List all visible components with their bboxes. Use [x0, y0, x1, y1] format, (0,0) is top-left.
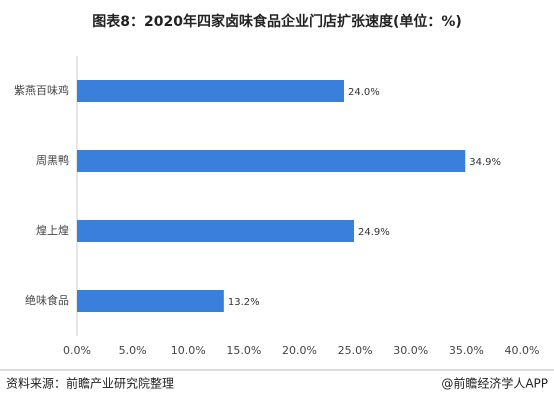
x-tick-label: 40.0% — [505, 344, 540, 357]
y-tick-label: 紫燕百味鸡 — [14, 83, 69, 97]
x-tick-label: 20.0% — [282, 344, 317, 357]
x-tick-label: 35.0% — [449, 344, 484, 357]
value-label: 13.2% — [228, 297, 260, 308]
x-tick-label: 25.0% — [338, 344, 373, 357]
y-tick-label: 绝味食品 — [25, 293, 69, 307]
x-tick-label: 30.0% — [393, 344, 428, 357]
value-label: 34.9% — [469, 157, 501, 168]
x-tick-label: 0.0% — [63, 344, 91, 357]
bar — [77, 220, 355, 242]
chart-title: 图表8：2020年四家卤味食品企业门店扩张速度(单位：%) — [92, 13, 462, 30]
bar — [77, 80, 344, 102]
value-label: 24.9% — [358, 227, 390, 238]
value-label: 24.0% — [348, 87, 380, 98]
bar — [77, 150, 466, 172]
x-tick-label: 5.0% — [119, 344, 147, 357]
x-tick-label: 10.0% — [171, 344, 206, 357]
x-tick-label: 15.0% — [226, 344, 261, 357]
source: 资料来源：前瞻产业研究院整理 — [6, 376, 174, 391]
brand: @前瞻经济学人APP — [441, 376, 548, 391]
y-tick-label: 周黑鸭 — [36, 154, 69, 167]
y-tick-label: 煌上煌 — [36, 224, 69, 237]
bar — [77, 290, 224, 312]
